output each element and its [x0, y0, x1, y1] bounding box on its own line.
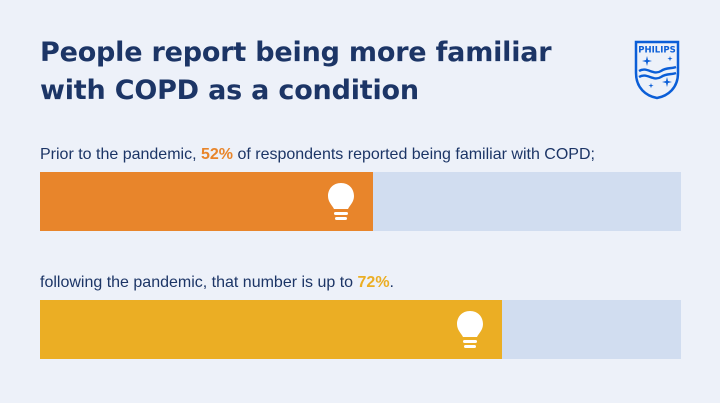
caption-text: . [389, 274, 394, 291]
title-line-2: with COPD as a condition [40, 75, 419, 106]
caption-after-pandemic: following the pandemic, that number is u… [40, 274, 394, 292]
value-label-after: 72% [357, 274, 390, 291]
bar-track-before [40, 172, 681, 231]
lightbulb-icon [328, 183, 354, 220]
page-title: People report being more familiar with C… [40, 34, 600, 110]
bar-track-after [40, 300, 681, 359]
caption-text: Prior to the pandemic, [40, 146, 201, 163]
caption-text: following the pandemic, that number is u… [40, 274, 358, 291]
caption-text: of respondents reported being familiar w… [233, 146, 595, 163]
philips-shield-icon: PHILIPS [634, 40, 680, 100]
title-line-1: People report being more familiar [40, 37, 552, 68]
value-label-before: 52% [200, 146, 233, 163]
logo-text: PHILIPS [638, 46, 675, 56]
caption-before-pandemic: Prior to the pandemic, 52% of respondent… [40, 146, 595, 164]
lightbulb-icon [457, 311, 483, 348]
bar-after-pandemic [40, 300, 502, 359]
bar-before-pandemic [40, 172, 373, 231]
